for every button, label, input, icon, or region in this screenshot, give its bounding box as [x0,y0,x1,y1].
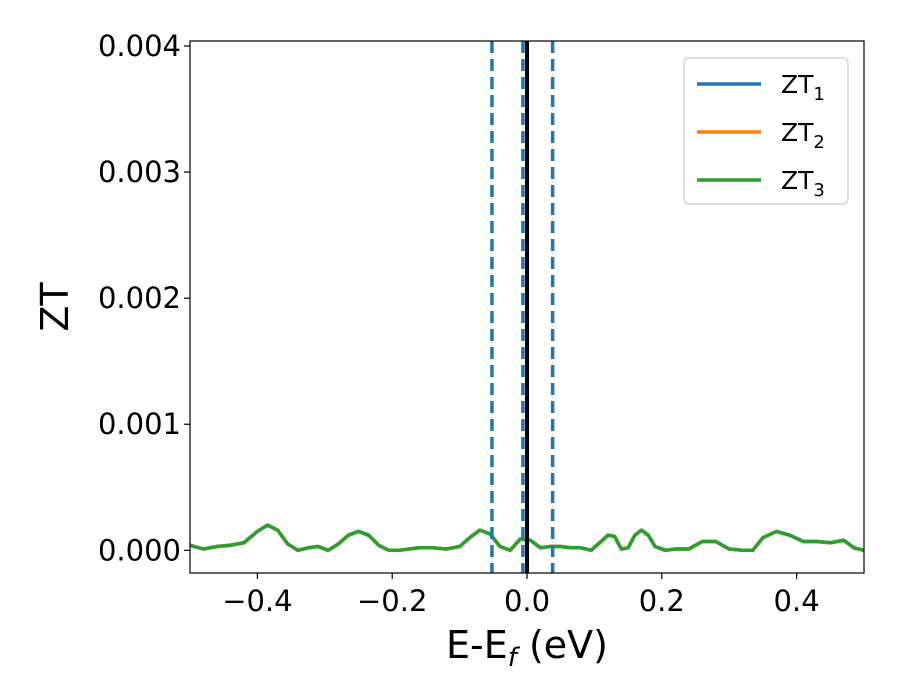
legend: ZT1 ZT2 ZT3 [683,57,849,205]
x-tick-label: 0.0 [504,584,550,618]
x-tick-label: 0.4 [774,584,820,618]
legend-label-zt3: ZT3 [781,166,825,201]
x-tick-label: 0.2 [639,584,685,618]
y-tick-label: 0.000 [98,533,181,567]
legend-label-zt1: ZT1 [781,70,825,105]
y-tick-label: 0.004 [98,29,181,63]
legend-box [683,57,849,205]
y-tick-label: 0.002 [98,281,181,315]
plot-area [190,41,864,573]
x-tick-label: −0.2 [357,584,427,618]
y-tick-label: 0.003 [98,155,181,189]
y-tick-label: 0.001 [98,407,181,441]
legend-label-zt2: ZT2 [781,118,825,153]
x-tick-label: −0.4 [222,584,292,618]
series-line-zt3 [190,523,864,553]
y-axis-label: ZT [33,282,77,332]
x-axis-label: E-Ef (eV) [446,623,608,673]
